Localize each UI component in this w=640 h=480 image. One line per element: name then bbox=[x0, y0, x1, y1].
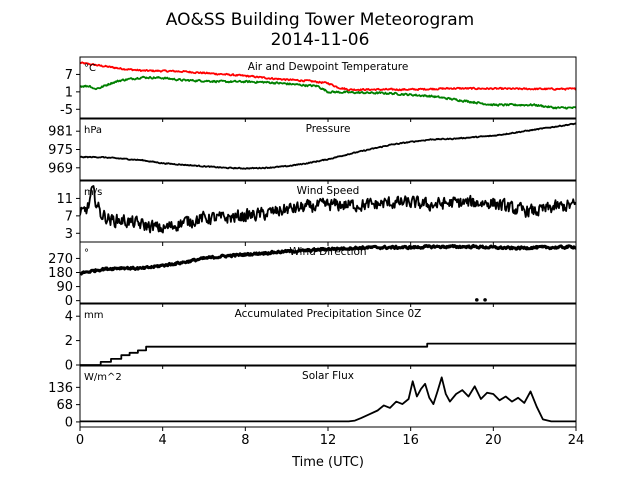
series-line-wind_speed-0 bbox=[80, 185, 576, 234]
panel-title: Solar Flux bbox=[302, 370, 354, 382]
panel-pressure: 969 975 981 hPa Pressure bbox=[48, 118, 577, 184]
x-tick-label: 8 bbox=[241, 433, 249, 448]
figure-title-line1: AO&SS Building Tower Meteorogram bbox=[166, 10, 474, 30]
series-line-solar_flux-0 bbox=[80, 376, 576, 423]
x-tick-label: 12 bbox=[320, 433, 337, 448]
x-tick-label: 16 bbox=[402, 433, 419, 448]
y-tick-label: 7 bbox=[65, 209, 73, 224]
series-line-temperature-0 bbox=[80, 61, 576, 92]
series-line-precipitation-0 bbox=[80, 342, 576, 365]
y-tick-label: 136 bbox=[48, 381, 73, 396]
panel-precipitation: 0 2 4 mm Accumulated Precipitation Since 0Z bbox=[65, 303, 577, 374]
panel-title: Pressure bbox=[306, 123, 351, 135]
y-tick-label: 68 bbox=[56, 398, 73, 413]
panel-wind_speed: 3 7 11 m/s Wind Speed bbox=[56, 180, 577, 246]
panel-solar_flux: 0 68 136 W/m^2 Solar Flux bbox=[48, 365, 577, 431]
x-tick-label: 24 bbox=[568, 433, 585, 448]
y-tick-label: 3 bbox=[65, 227, 73, 242]
y-tick-label: 975 bbox=[48, 143, 73, 158]
panel-title: Air and Dewpoint Temperature bbox=[248, 61, 409, 73]
scatter-point-wind_direction-1 bbox=[483, 298, 487, 302]
y-tick-label: 981 bbox=[48, 125, 73, 140]
scatter-point-wind_direction-0 bbox=[475, 298, 479, 302]
panel-title: Wind Speed bbox=[297, 185, 360, 197]
series-line-wind_direction-0 bbox=[80, 243, 576, 276]
panel-unit-label: m/s bbox=[84, 187, 102, 198]
x-tick-label: 4 bbox=[159, 433, 167, 448]
x-axis-label: Time (UTC) bbox=[291, 455, 364, 470]
panel-title: Accumulated Precipitation Since 0Z bbox=[235, 308, 422, 320]
series-line-pressure-0 bbox=[80, 122, 576, 170]
panel-unit-label: °C bbox=[84, 63, 96, 74]
y-tick-label: 0 bbox=[65, 415, 73, 430]
y-tick-label: 90 bbox=[56, 280, 73, 295]
panel-unit-label: hPa bbox=[84, 125, 102, 136]
y-tick-label: 1 bbox=[65, 85, 73, 100]
panel-unit-label: W/m^2 bbox=[84, 372, 122, 383]
y-tick-label: 0 bbox=[65, 294, 73, 309]
panels-group: -5 1 7 °C Air and Dewpoint Temperature 969 975… bbox=[48, 56, 585, 448]
y-tick-label: 180 bbox=[48, 266, 73, 281]
figure-title-line2: 2014-11-06 bbox=[271, 30, 370, 50]
y-tick-label: 0 bbox=[65, 359, 73, 374]
y-tick-label: 4 bbox=[65, 310, 73, 325]
y-tick-label: 969 bbox=[48, 161, 73, 176]
x-tick-label: 0 bbox=[76, 433, 84, 448]
y-tick-label: 2 bbox=[65, 334, 73, 349]
y-tick-label: 270 bbox=[48, 252, 73, 267]
y-tick-label: 11 bbox=[56, 192, 73, 207]
y-tick-label: 7 bbox=[65, 68, 73, 83]
x-tick-label: 20 bbox=[485, 433, 502, 448]
panel-unit-label: ° bbox=[84, 248, 89, 259]
y-tick-label: -5 bbox=[60, 103, 73, 118]
panel-unit-label: mm bbox=[84, 310, 103, 321]
series-line-temperature-1 bbox=[80, 75, 576, 110]
panel-title: Wind Direction bbox=[289, 246, 366, 258]
panel-temperature: -5 1 7 °C Air and Dewpoint Temperature bbox=[60, 56, 577, 122]
